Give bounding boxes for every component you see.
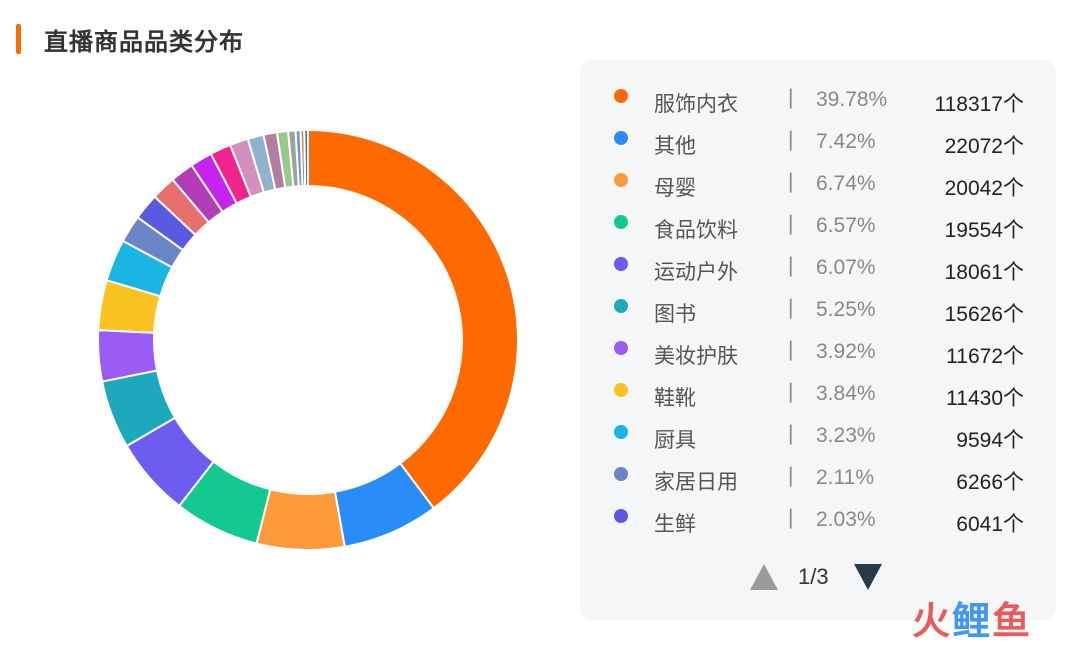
legend-item-count: 11430个 [946,387,1024,410]
pager-page-indicator: 1/3 [798,564,829,589]
legend-item-percent: 39.78% [816,88,888,111]
legend-separator: | [788,464,794,487]
legend-item-percent: 2.03% [816,508,876,531]
legend-item-percent: 3.84% [816,382,876,405]
legend-item-name: 厨具 [654,429,696,452]
legend-pager: 1/3 [750,560,900,596]
legend-color-dot [614,89,628,103]
legend-item[interactable]: 食品饮料 | 6.57% 19554个 [580,186,1056,242]
legend-item-count: 22072个 [944,135,1024,158]
donut-slice-0[interactable] [307,128,519,510]
legend-separator: | [788,128,794,151]
legend-item-count: 20042个 [944,177,1024,200]
donut-slice-other-22[interactable] [303,128,309,188]
legend-color-dot [614,425,628,439]
legend-item-name: 生鲜 [654,513,696,536]
legend-item[interactable]: 家居日用 | 2.11% 6266个 [580,438,1056,494]
donut-chart [97,128,519,551]
legend-color-dot [614,215,628,229]
legend-item[interactable]: 美妆护肤 | 3.92% 11672个 [580,312,1056,368]
legend-item[interactable]: 母婴 | 6.74% 20042个 [580,144,1056,200]
legend-color-dot [614,509,628,523]
legend-panel: 服饰内衣 | 39.78% 118317个其他 | 7.42% 22072个母婴 | 6.74%… [580,60,1056,620]
legend-item[interactable]: 厨具 | 3.23% 9594个 [580,396,1056,452]
legend-color-dot [614,257,628,271]
legend-item-count: 9594个 [956,429,1024,452]
legend-item-percent: 6.57% [816,214,876,237]
legend-item-count: 6266个 [956,471,1024,494]
legend-item-count: 118317个 [934,93,1024,116]
legend-color-dot [614,299,628,313]
legend-item[interactable]: 鞋靴 | 3.84% 11430个 [580,354,1056,410]
legend-separator: | [788,212,794,235]
legend-item-name: 美妆护肤 [654,345,738,368]
legend-color-dot [614,383,628,397]
legend-item-name: 食品饮料 [654,219,738,242]
legend-item-count: 15626个 [944,303,1024,326]
legend-item[interactable]: 其他 | 7.42% 22072个 [580,102,1056,158]
legend-item-percent: 3.92% [816,340,876,363]
legend-item-count: 6041个 [956,513,1024,536]
watermark-logo: 火鲤鱼 [912,590,1032,645]
legend-separator: | [788,338,794,361]
legend-item-name: 服饰内衣 [654,93,738,116]
legend-item-name: 母婴 [654,177,696,200]
legend-item[interactable]: 生鲜 | 2.03% 6041个 [580,480,1056,536]
legend-item-count: 11672个 [946,345,1024,368]
legend-separator: | [788,380,794,403]
legend-item-percent: 6.74% [816,172,876,195]
legend-color-dot [614,173,628,187]
page-title: 直播商品品类分布 [44,29,244,56]
donut-slice-2[interactable] [255,488,346,551]
legend-item-name: 图书 [654,303,696,326]
legend-item-count: 19554个 [944,219,1024,242]
legend-item[interactable]: 服饰内衣 | 39.78% 118317个 [580,60,1056,116]
legend-separator: | [788,296,794,319]
legend-separator: | [788,170,794,193]
legend-item-percent: 5.25% [816,298,876,321]
legend-separator: | [788,506,794,529]
legend-item-count: 18061个 [944,261,1024,284]
legend-separator: | [788,86,794,109]
legend-item-percent: 2.11% [816,466,874,489]
pager-down-arrow-icon[interactable] [854,564,882,590]
legend-item-name: 其他 [654,135,696,158]
legend-separator: | [788,422,794,445]
legend-color-dot [614,341,628,355]
watermark-char-1: 火 [912,601,953,643]
legend-item-percent: 3.23% [816,424,876,447]
legend-color-dot [614,467,628,481]
legend-item-percent: 7.42% [816,130,876,153]
legend-item-percent: 6.07% [816,256,876,279]
legend-item[interactable]: 运动户外 | 6.07% 18061个 [580,228,1056,284]
watermark-char-3: 鱼 [992,601,1033,643]
legend-item-name: 家居日用 [654,471,738,494]
legend-separator: | [788,254,794,277]
title-accent-bar [16,24,21,54]
watermark-char-2: 鲤 [952,601,993,643]
legend-item-name: 运动户外 [654,261,738,284]
legend-item-name: 鞋靴 [654,387,696,410]
legend-item[interactable]: 图书 | 5.25% 15626个 [580,270,1056,326]
pager-up-arrow-icon[interactable] [750,564,778,590]
legend-color-dot [614,131,628,145]
